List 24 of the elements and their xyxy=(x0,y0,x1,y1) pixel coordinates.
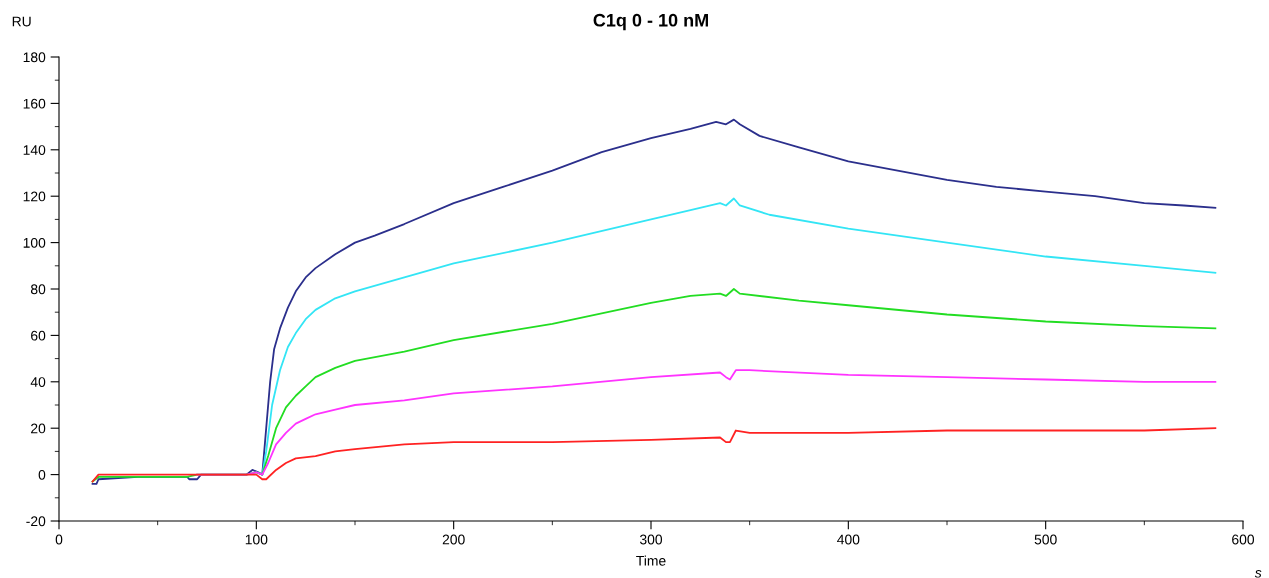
y-tick-label: 160 xyxy=(23,98,46,109)
x-tick-label: 500 xyxy=(1034,534,1057,545)
y-tick-label: 80 xyxy=(30,284,46,295)
y-tick-label: -20 xyxy=(26,516,46,527)
y-tick-label: 20 xyxy=(31,423,46,434)
x-tick-label: 0 xyxy=(55,534,63,545)
y-tick-label: 40 xyxy=(30,377,46,387)
x-tick-label: 400 xyxy=(837,534,860,545)
y-tick-label: 180 xyxy=(23,52,46,63)
y-tick-label: 140 xyxy=(23,145,46,155)
x-tick-label: 600 xyxy=(1232,534,1255,545)
y-tick-label: 100 xyxy=(23,237,46,248)
y-tick-label: 0 xyxy=(38,469,46,480)
line-series xyxy=(91,118,1217,485)
x-axis-title: Time xyxy=(636,555,666,566)
x-tick-label: 100 xyxy=(245,534,268,545)
line-series xyxy=(91,427,1217,483)
text: s xyxy=(1254,570,1262,578)
y-tick-label: 60 xyxy=(31,330,46,341)
x-tick-label: 200 xyxy=(442,534,465,545)
y-axis-title: RU xyxy=(12,16,31,27)
x-tick-label: 300 xyxy=(639,534,663,545)
chart-title: C1q 0 - 10 nM xyxy=(593,13,708,31)
y-tick-label: 120 xyxy=(23,191,46,202)
